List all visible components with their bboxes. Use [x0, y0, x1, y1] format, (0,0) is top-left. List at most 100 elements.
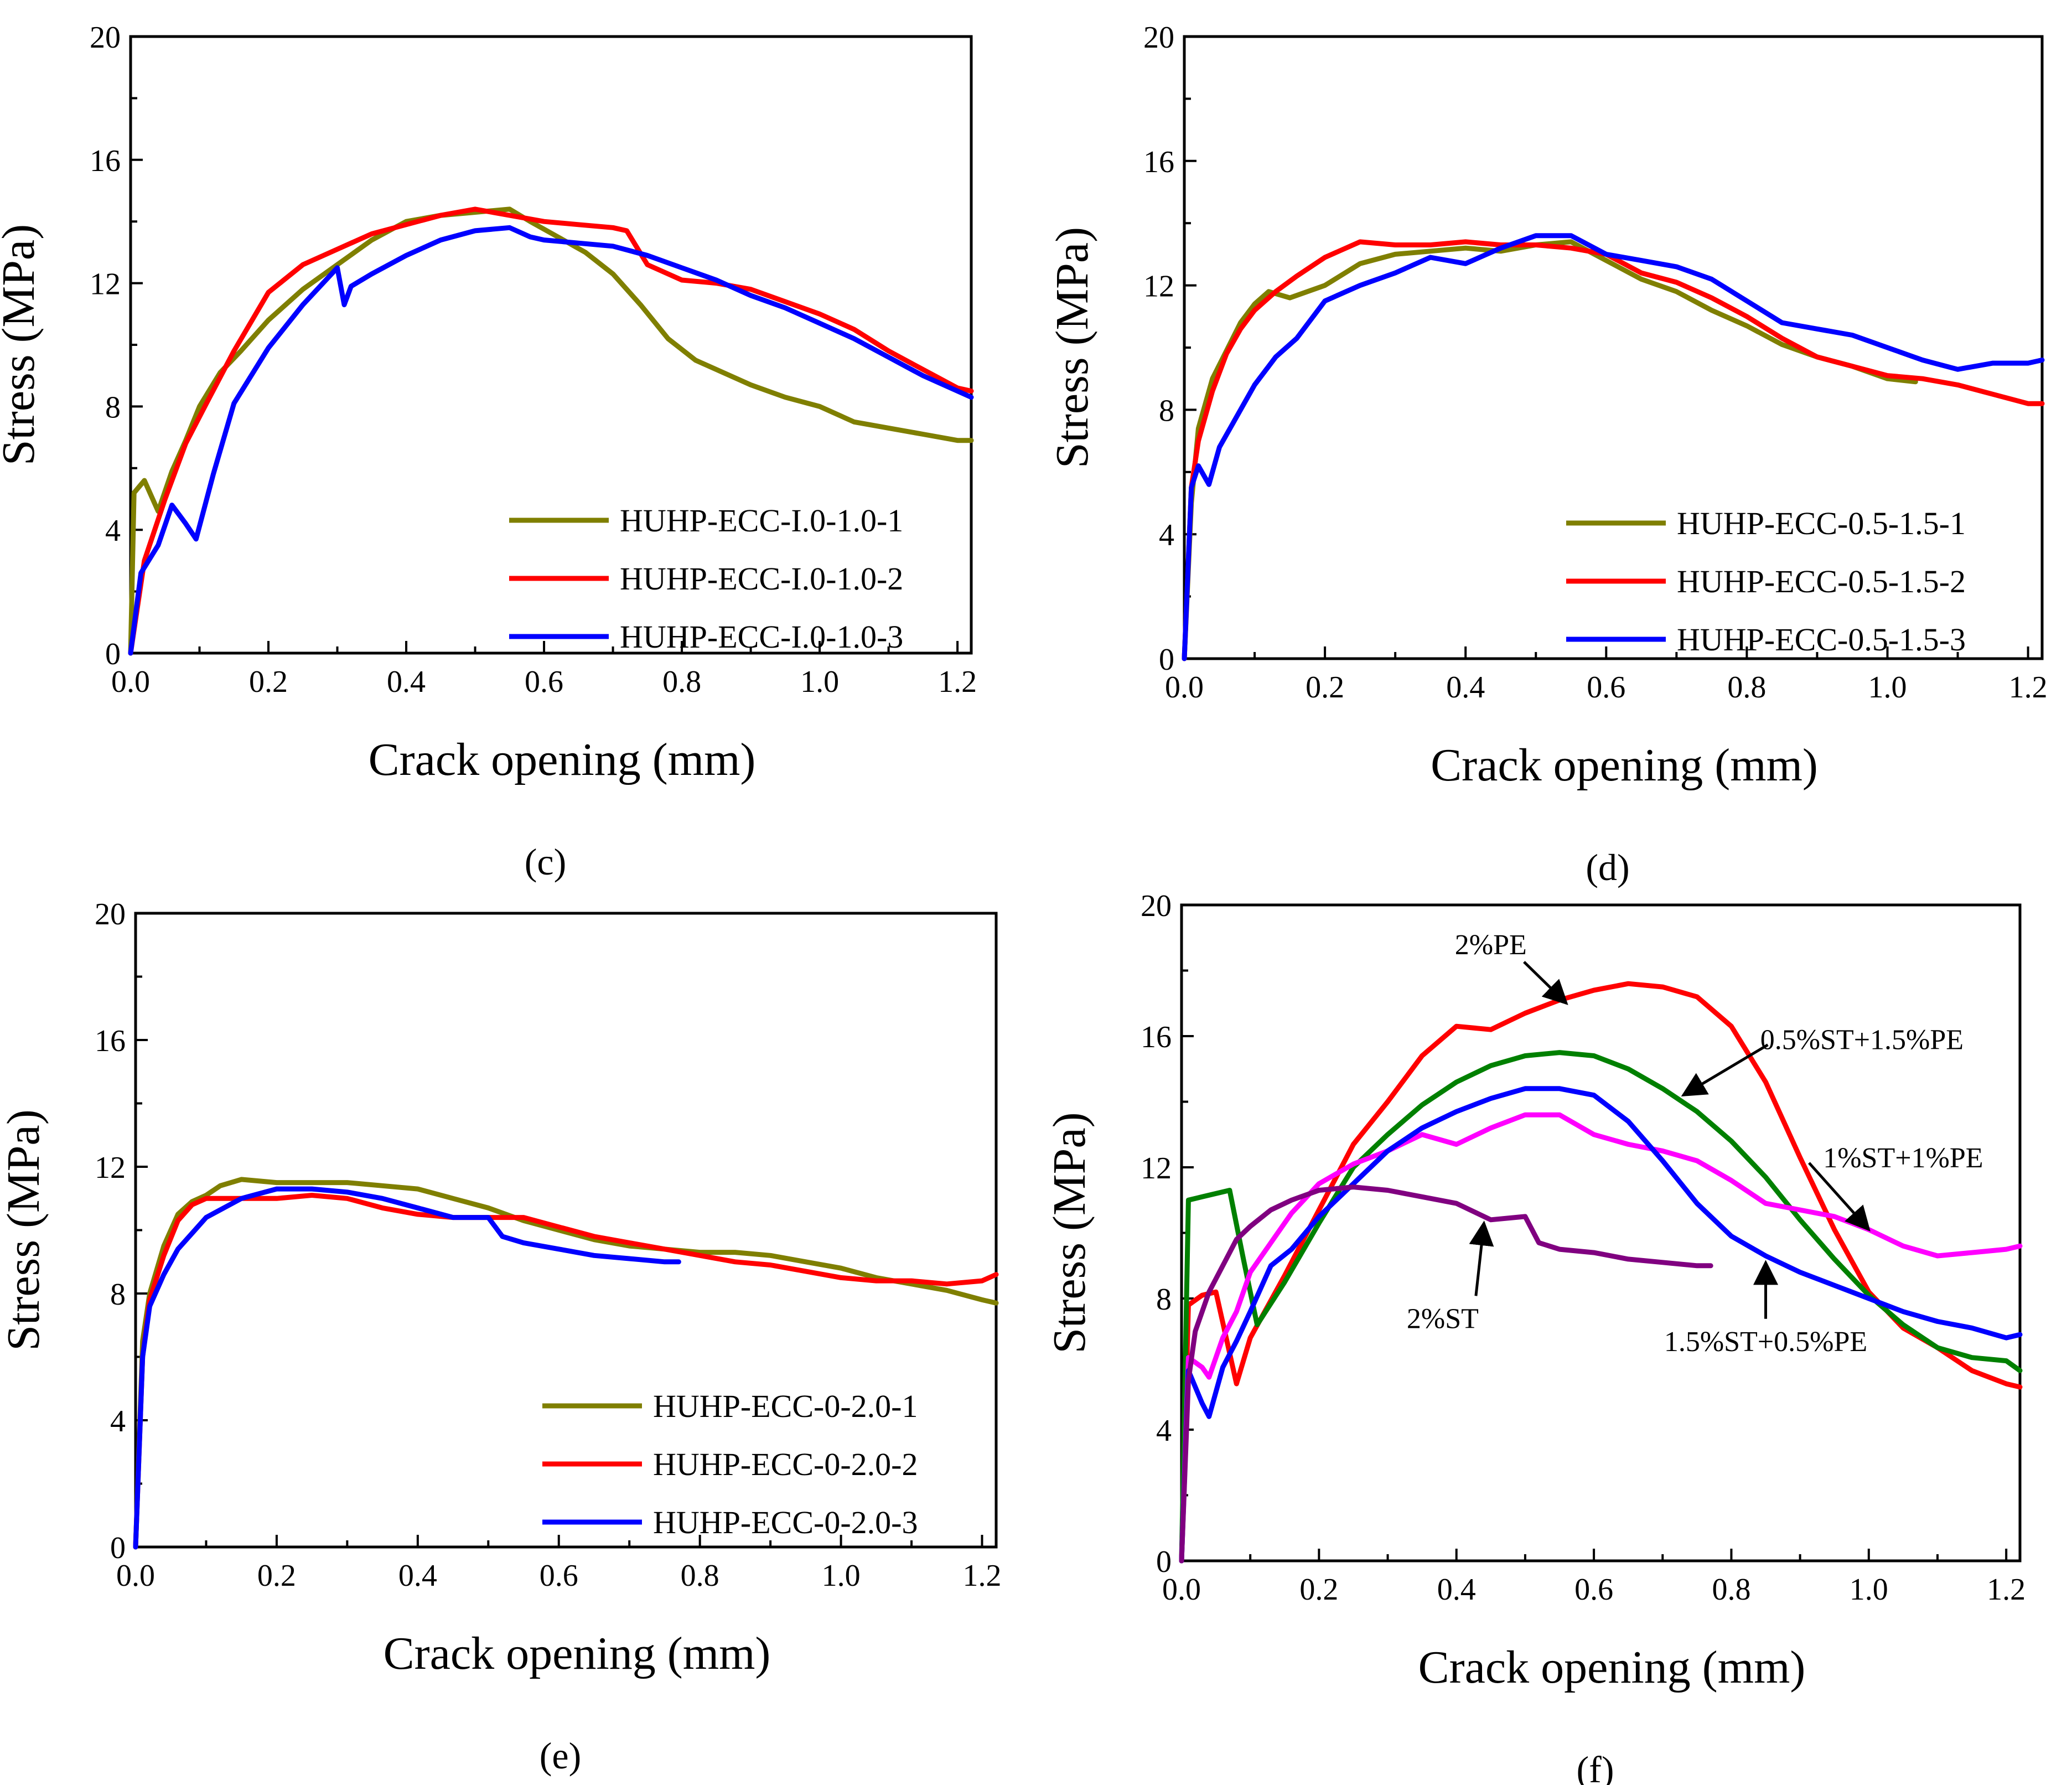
series-line-c-1 — [128, 206, 974, 656]
x-tick-label: 0.4 — [398, 1559, 437, 1593]
x-tick-label: 0.8 — [662, 665, 701, 699]
annotation-label: 2%ST — [1407, 1303, 1479, 1334]
series-line-e-1 — [133, 1177, 999, 1550]
y-tick-label: 8 — [1159, 394, 1174, 428]
series-line-f-5 — [1179, 1184, 1713, 1564]
y-axis-title: Stress (MPa) — [1044, 1112, 1095, 1353]
x-tick-label: 0.8 — [1727, 670, 1766, 705]
annotation-label: 1.5%ST+0.5%PE — [1664, 1326, 1867, 1358]
annotation-arrow — [1808, 1162, 1871, 1232]
y-tick-label: 4 — [105, 514, 121, 548]
x-axis-title: Crack opening (mm) — [369, 734, 756, 785]
series-line-c-3 — [128, 225, 974, 656]
y-tick-label: 4 — [110, 1404, 126, 1439]
y-tick-label: 8 — [110, 1277, 126, 1312]
y-tick-label: 4 — [1159, 518, 1174, 552]
y-tick-label: 20 — [90, 20, 121, 55]
y-tick-label: 0 — [110, 1531, 126, 1565]
x-tick-label: 0.0 — [1165, 670, 1204, 705]
series-line-e-3 — [133, 1186, 681, 1550]
annotation-arrow — [1523, 961, 1568, 1005]
annotation-label: 1%ST+1%PE — [1823, 1142, 1983, 1174]
x-tick-label: 1.2 — [1987, 1572, 2026, 1607]
x-axis-title: Crack opening (mm) — [1431, 739, 1818, 791]
y-axis-title: Stress (MPa) — [1047, 227, 1098, 468]
y-tick-label: 20 — [95, 897, 126, 932]
chart-panel-c: 0.0 0.2 0.4 0.6 0.8 1.0 1.2 0 4 8 12 16 20 Crack open… — [0, 20, 977, 883]
legend-label: HUHP-ECC-0-2.0-1 — [653, 1388, 918, 1424]
panels: 0.0 0.2 0.4 0.6 0.8 1.0 1.2 0 4 8 12 16 20 Crack open… — [0, 20, 2048, 1785]
chart-panel-f: 0.0 0.2 0.4 0.6 0.8 1.0 1.2 0 4 8 12 16 20 Crack open… — [1044, 889, 2026, 1785]
y-tick-label: 12 — [95, 1151, 126, 1185]
x-tick-label: 0.2 — [1299, 1572, 1338, 1607]
x-tick-label: 0.2 — [249, 665, 288, 699]
x-tick-label: 0.0 — [111, 665, 150, 699]
annotation-label: 0.5%ST+1.5%PE — [1760, 1025, 1964, 1056]
x-tick-label: 1.0 — [1868, 670, 1907, 705]
y-tick-label: 8 — [1156, 1282, 1172, 1317]
legend: HUHP-ECC-0.5-1.5-1 HUHP-ECC-0.5-1.5-2 HUHP… — [1566, 505, 1966, 658]
series-line-c-2 — [128, 206, 974, 656]
y-tick-label: 8 — [105, 390, 121, 425]
y-tick-label: 16 — [1143, 145, 1174, 179]
y-tick-label: 4 — [1156, 1414, 1172, 1448]
x-tick-label: 1.2 — [963, 1559, 1002, 1593]
series-line-f-1 — [1179, 981, 2023, 1564]
y-tick-label: 12 — [90, 267, 121, 302]
x-tick-label: 0.4 — [387, 665, 426, 699]
y-tick-label: 0 — [105, 637, 121, 671]
x-tick-label: 0.4 — [1437, 1572, 1476, 1607]
y-tick-label: 0 — [1156, 1545, 1172, 1579]
annotation-arrow — [1681, 1043, 1769, 1096]
panel-label: (d) — [1586, 846, 1629, 888]
legend-label: HUHP-ECC-0.5-1.5-3 — [1677, 622, 1966, 658]
y-tick-label: 16 — [95, 1024, 126, 1058]
panel-label: (f) — [1577, 1748, 1614, 1785]
x-tick-label: 0.6 — [525, 665, 563, 699]
annotation-label: 2%PE — [1455, 929, 1527, 961]
legend-label: HUHP-ECC-0-2.0-2 — [653, 1446, 918, 1482]
x-axis-title: Crack opening (mm) — [1418, 1642, 1806, 1693]
y-tick-label: 16 — [1141, 1020, 1172, 1054]
series-line-e-2 — [133, 1193, 999, 1550]
x-tick-label: 1.0 — [800, 665, 839, 699]
legend-label: HUHP-ECC-0.5-1.5-2 — [1677, 563, 1966, 599]
series-line-f-4 — [1179, 1086, 2023, 1564]
y-axis-title: Stress (MPa) — [0, 1109, 49, 1351]
x-tick-label: 0.6 — [540, 1559, 578, 1593]
y-tick-label: 0 — [1159, 643, 1174, 677]
legend: HUHP-ECC-I.0-1.0-1 HUHP-ECC-I.0-1.0-2 HUHP… — [509, 503, 903, 655]
series-line-d-3 — [1182, 233, 2045, 661]
y-tick-label: 12 — [1141, 1151, 1172, 1186]
y-tick-label: 12 — [1143, 270, 1174, 304]
x-tick-label: 1.2 — [938, 665, 977, 699]
x-axis-title: Crack opening (mm) — [384, 1628, 771, 1679]
x-tick-label: 0.6 — [1574, 1572, 1613, 1607]
panel-label: (e) — [540, 1735, 581, 1777]
y-tick-label: 16 — [90, 144, 121, 178]
legend-label: HUHP-ECC-I.0-1.0-3 — [620, 619, 903, 655]
x-tick-label: 0.2 — [1306, 670, 1344, 705]
x-tick-label: 0.4 — [1446, 670, 1485, 705]
x-tick-label: 0.2 — [257, 1559, 296, 1593]
y-tick-label: 20 — [1143, 20, 1174, 55]
legend-label: HUHP-ECC-0.5-1.5-1 — [1677, 505, 1966, 541]
legend: HUHP-ECC-0-2.0-1 HUHP-ECC-0-2.0-2 HUHP-ECC… — [542, 1388, 918, 1540]
x-tick-label: 1.2 — [2009, 670, 2048, 705]
chart-panel-d: 0.0 0.2 0.4 0.6 0.8 1.0 1.2 0 4 8 12 16 20 Crack open… — [1047, 20, 2048, 888]
annotation-arrow — [1469, 1220, 1494, 1296]
x-tick-label: 0.6 — [1587, 670, 1625, 705]
x-tick-label: 1.0 — [822, 1559, 861, 1593]
series-line-f-3 — [1179, 1112, 2023, 1564]
x-tick-label: 0.8 — [681, 1559, 719, 1593]
legend-label: HUHP-ECC-I.0-1.0-1 — [620, 503, 903, 539]
x-tick-label: 0.8 — [1712, 1572, 1750, 1607]
y-tick-label: 20 — [1141, 889, 1172, 923]
legend-label: HUHP-ECC-0-2.0-3 — [653, 1504, 918, 1540]
x-tick-label: 0.0 — [116, 1559, 155, 1593]
panel-label: (c) — [525, 841, 566, 883]
y-axis-title: Stress (MPa) — [0, 224, 44, 465]
x-tick-label: 0.0 — [1162, 1572, 1201, 1607]
series-line-d-2 — [1182, 239, 2045, 661]
